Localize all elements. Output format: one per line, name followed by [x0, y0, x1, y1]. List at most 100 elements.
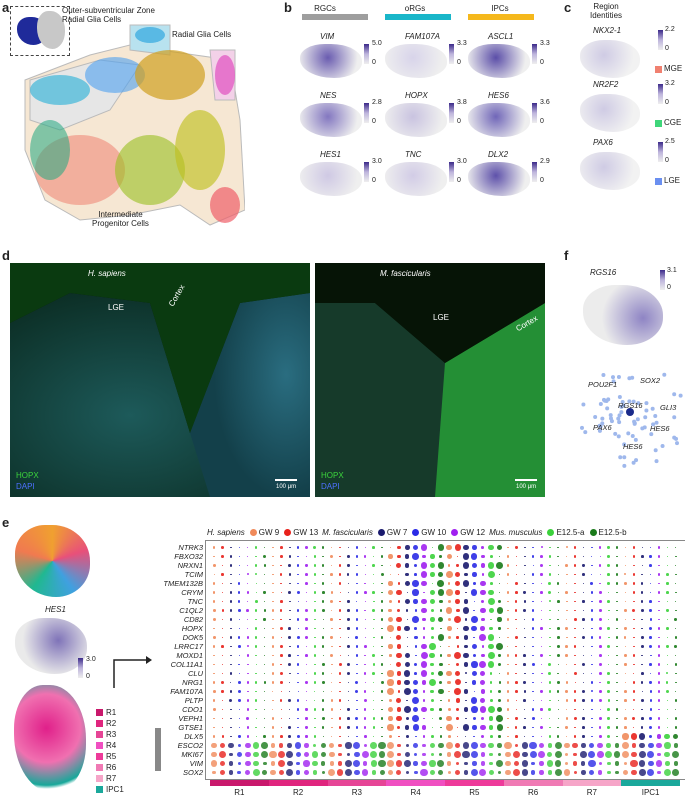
- dot: [463, 625, 469, 632]
- dot: [364, 627, 366, 629]
- dot: [253, 751, 260, 758]
- dot: [406, 609, 409, 612]
- dot: [515, 627, 517, 630]
- dot: [607, 708, 611, 711]
- dot: [229, 672, 233, 675]
- dot: [582, 645, 585, 648]
- dot: [313, 546, 317, 549]
- dot: [521, 742, 528, 749]
- dot: [381, 699, 383, 702]
- network-node: [610, 375, 615, 380]
- dot: [380, 573, 384, 576]
- x-bar-r6: [503, 780, 563, 786]
- dot: [454, 616, 462, 623]
- dot: [590, 690, 593, 693]
- dot: [657, 555, 661, 558]
- network-node: [598, 424, 603, 429]
- network-node: [619, 404, 624, 409]
- dot: [213, 591, 216, 594]
- dot: [238, 699, 241, 702]
- dot: [246, 663, 249, 666]
- dot: [549, 627, 551, 630]
- dot: [421, 706, 427, 713]
- dot: [479, 634, 487, 641]
- dot: [221, 726, 224, 729]
- dot: [563, 769, 570, 776]
- dot: [574, 708, 577, 711]
- dot: [387, 760, 394, 767]
- macaque-scale-text: 100 μm: [516, 484, 537, 490]
- dot: [355, 735, 358, 738]
- dot: [255, 618, 257, 621]
- dot: [515, 726, 518, 729]
- network-node: [617, 395, 622, 400]
- dot: [591, 717, 593, 720]
- dot: [347, 717, 350, 720]
- dot: [530, 770, 536, 775]
- c-max-1: 3.2: [665, 80, 675, 87]
- dot: [254, 600, 258, 603]
- dot: [590, 681, 593, 684]
- dot: [380, 636, 384, 639]
- dot: [297, 627, 299, 630]
- dot: [581, 636, 585, 639]
- dot: [254, 564, 258, 567]
- dot: [455, 698, 460, 703]
- dot: [213, 726, 215, 729]
- dot: [404, 751, 410, 758]
- dot: [641, 564, 643, 567]
- dot: [633, 672, 635, 675]
- dot: [641, 573, 644, 576]
- dot: [279, 645, 283, 648]
- dot: [521, 751, 528, 758]
- dot: [531, 717, 535, 720]
- dot: [413, 761, 418, 766]
- legend-text-mf_gw7: GW 7: [386, 528, 408, 537]
- dot: [404, 625, 411, 632]
- dot: [430, 627, 434, 630]
- dot: [623, 761, 627, 765]
- dot: [598, 672, 602, 675]
- dot: [523, 564, 526, 567]
- dot: [389, 546, 392, 549]
- dot: [238, 582, 241, 585]
- dot: [356, 708, 358, 711]
- dot: [388, 581, 393, 586]
- human-scale-bar: [275, 479, 297, 481]
- dot: [532, 600, 534, 603]
- dot: [421, 607, 427, 614]
- dot: [322, 726, 325, 729]
- dot: [237, 681, 241, 684]
- dot: [330, 627, 333, 630]
- net-label-gli3: GLI3: [660, 403, 677, 412]
- dot: [297, 717, 299, 720]
- dot: [388, 599, 393, 604]
- dot: [221, 681, 225, 684]
- macaque-lge-label: LGE: [433, 313, 450, 322]
- dot: [489, 725, 494, 730]
- dot: [640, 645, 644, 648]
- dot: [591, 663, 593, 666]
- dot: [255, 591, 257, 594]
- b-gene-0: VIM: [320, 32, 335, 41]
- dot: [279, 681, 283, 684]
- dot: [573, 717, 577, 720]
- dot: [464, 618, 468, 621]
- dot: [355, 573, 359, 576]
- dot: [296, 663, 300, 666]
- dot: [220, 769, 226, 775]
- dot: [599, 564, 602, 567]
- dot: [439, 609, 443, 612]
- dot: [230, 573, 232, 576]
- dot: [480, 752, 485, 757]
- dot: [640, 555, 644, 558]
- dot: [624, 582, 627, 585]
- dot: [429, 563, 435, 568]
- x-label-r5: R5: [469, 788, 480, 797]
- dot: [412, 589, 419, 596]
- dot: [212, 618, 216, 621]
- dot: [524, 708, 526, 711]
- dot: [354, 769, 360, 776]
- dot: [641, 726, 644, 729]
- dot: [666, 546, 669, 549]
